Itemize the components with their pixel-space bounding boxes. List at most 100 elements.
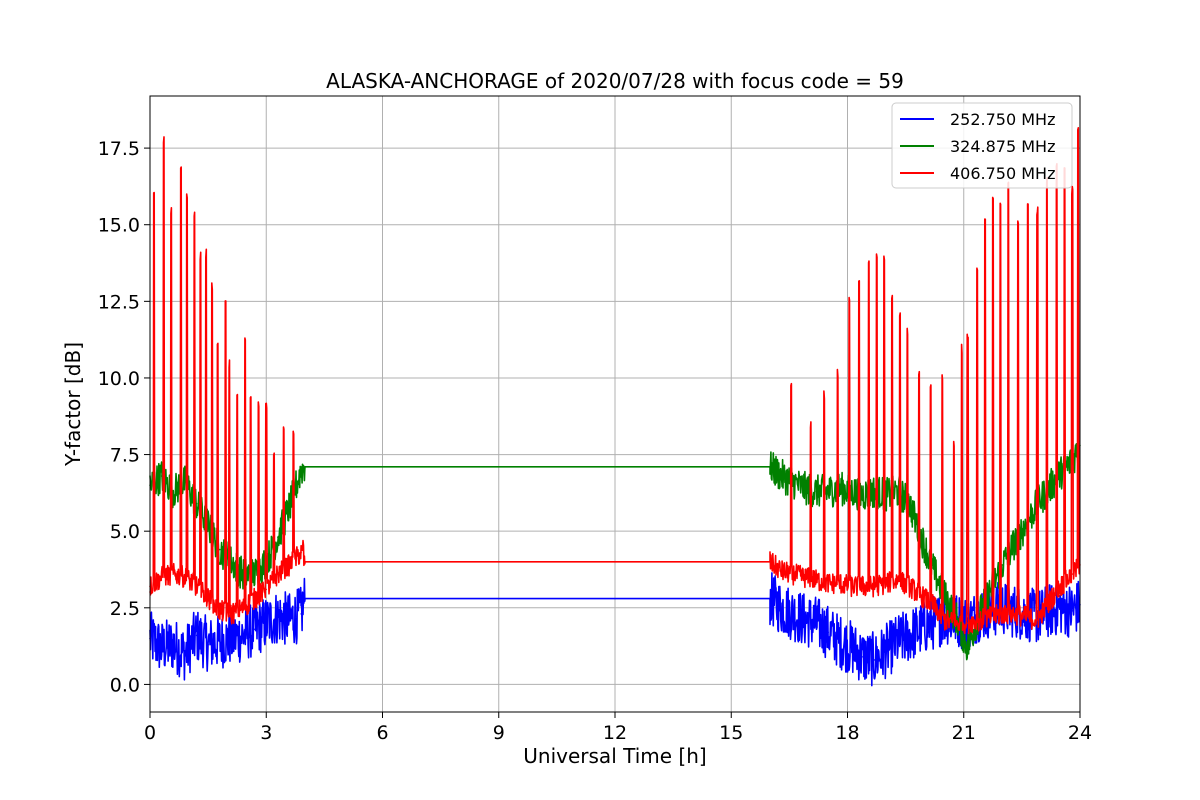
- data-point: [218, 640, 221, 643]
- data-point: [195, 502, 198, 505]
- data-point: [908, 585, 911, 588]
- data-point: [160, 646, 163, 649]
- series-line: [149, 127, 1081, 635]
- y-tick-label: 0.0: [110, 674, 140, 696]
- data-point: [850, 490, 853, 493]
- data-point: [850, 585, 853, 588]
- data-point: [885, 582, 888, 585]
- data-point: [277, 536, 279, 539]
- data-point: [827, 582, 829, 585]
- series-406-750-mhz: [149, 127, 1081, 635]
- data-point: [990, 616, 992, 618]
- data-point: [815, 490, 818, 493]
- legend-label-252: 252.750 MHz: [950, 110, 1055, 129]
- data-point: [304, 597, 306, 600]
- data-point: [827, 631, 829, 634]
- data-point: [160, 475, 163, 477]
- y-tick-label: 12.5: [98, 291, 140, 313]
- chart-title: ALASKA-ANCHORAGE of 2020/07/28 with focu…: [326, 69, 904, 93]
- data-point: [172, 490, 175, 493]
- data-point: [300, 551, 302, 554]
- data-point: [242, 607, 244, 609]
- data-point: [288, 564, 291, 566]
- data-point: [966, 646, 969, 649]
- x-tick-label: 0: [144, 722, 156, 744]
- data-point: [792, 481, 795, 483]
- data-point: [769, 466, 771, 468]
- y-axis-ticks: 0.0 2.5 5.0 7.5 10.0 12.5 15.0 17.5: [98, 138, 150, 696]
- data-point: [195, 634, 198, 637]
- data-point: [300, 469, 302, 471]
- data-point: [304, 561, 306, 563]
- data-point: [184, 652, 186, 655]
- legend-box: [891, 102, 1073, 189]
- x-tick-label: 3: [260, 722, 272, 744]
- data-point: [1071, 573, 1074, 575]
- data-point: [804, 487, 806, 490]
- x-tick-label: 18: [835, 722, 859, 744]
- data-point: [943, 594, 946, 597]
- data-point: [862, 493, 864, 496]
- data-point: [304, 466, 306, 468]
- data-point: [815, 579, 818, 582]
- data-point: [265, 622, 268, 624]
- data-point: [780, 607, 783, 609]
- x-tick-label: 6: [376, 722, 388, 744]
- legend-label-324: 324.875 MHz: [950, 137, 1055, 156]
- data-point: [1036, 619, 1039, 621]
- data-point: [1001, 613, 1004, 615]
- data-point: [908, 634, 911, 637]
- data-point: [873, 659, 876, 661]
- data-point: [850, 646, 853, 649]
- data-point: [990, 588, 992, 591]
- data-point: [862, 656, 864, 658]
- data-point: [769, 597, 771, 600]
- data-point: [1059, 472, 1062, 474]
- data-point: [184, 576, 186, 578]
- data-point: [207, 597, 209, 600]
- data-point: [1024, 616, 1027, 618]
- data-point: [242, 573, 244, 575]
- legend: 252.750 MHz 324.875 MHz 406.750 MHz: [891, 102, 1073, 189]
- data-point: [955, 622, 957, 624]
- data-point: [838, 487, 841, 490]
- y-tick-label: 7.5: [110, 445, 140, 467]
- data-point: [1048, 487, 1050, 490]
- data-point: [931, 603, 934, 606]
- data-point: [253, 628, 256, 631]
- x-tick-label: 12: [603, 722, 627, 744]
- x-axis-ticks: 0 3 6 9 12 15 18 21 24: [144, 712, 1092, 744]
- data-point: [230, 637, 233, 640]
- data-point: [1059, 585, 1062, 588]
- data-point: [265, 588, 268, 591]
- data-point: [253, 573, 256, 575]
- data-point: [242, 634, 244, 637]
- data-point: [277, 616, 279, 618]
- data-point: [253, 597, 256, 600]
- y-tick-label: 15.0: [98, 215, 140, 237]
- data-point: [920, 536, 922, 539]
- data-point: [827, 490, 829, 493]
- data-point: [815, 622, 818, 624]
- y-tick-label: 10.0: [98, 368, 140, 390]
- y-tick-label: 2.5: [110, 598, 140, 620]
- data-point: [172, 643, 175, 646]
- data-point: [288, 505, 291, 508]
- x-tick-label: 21: [952, 722, 976, 744]
- data-point: [943, 619, 946, 621]
- series-324-875-mhz: [149, 443, 1081, 661]
- data-point: [804, 619, 806, 621]
- x-tick-label: 24: [1068, 722, 1092, 744]
- data-point: [1024, 524, 1027, 526]
- data-point: [1059, 607, 1062, 609]
- data-point: [792, 613, 795, 615]
- data-point: [908, 502, 911, 505]
- data-point: [184, 481, 186, 483]
- data-point: [207, 643, 209, 646]
- data-point: [862, 585, 864, 588]
- data-point: [838, 582, 841, 585]
- data-point: [218, 548, 221, 551]
- data-point: [873, 490, 876, 493]
- data-point: [966, 622, 969, 624]
